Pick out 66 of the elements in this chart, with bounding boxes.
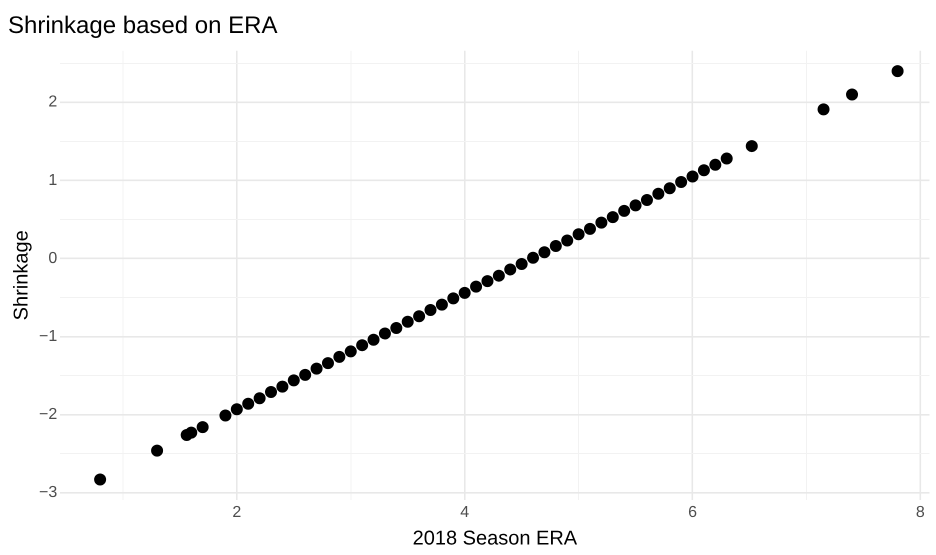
point [746,140,758,152]
point [516,258,528,270]
y-tick-label: 1 [48,172,58,189]
y-tick-label: 2 [48,94,58,111]
point [333,350,346,363]
point [709,158,722,171]
x-tick-label: 2 [232,504,242,521]
x-tick-label: 4 [460,504,470,521]
point [378,327,391,340]
point [595,216,608,229]
y-tick-label: −3 [38,484,58,502]
point [368,334,380,346]
point [561,234,574,247]
point [447,292,460,304]
point [356,339,368,352]
point [310,362,323,375]
x-tick-label: 6 [688,504,698,521]
point [276,380,288,393]
point [458,286,471,299]
point [344,345,357,358]
point [219,409,232,422]
point [818,103,830,116]
point [584,222,596,235]
point [151,444,164,457]
point [402,316,414,328]
point [675,176,688,188]
point [492,270,505,282]
point [618,204,630,217]
point [572,228,585,240]
point [242,398,254,410]
point [413,310,426,322]
point [230,403,243,416]
point [390,322,402,334]
point [686,170,699,183]
point [436,298,448,311]
point [550,240,562,252]
point [288,374,300,386]
point [538,246,550,258]
point [185,426,198,439]
point [299,368,312,381]
point [424,304,437,316]
y-tick-label: −2 [38,406,58,424]
point [481,275,494,288]
point [94,474,106,486]
y-tick-label: −1 [38,328,58,346]
point [698,164,710,176]
point [196,421,209,434]
point [527,252,540,264]
point [720,152,733,165]
point [630,199,642,212]
y-tick-label: 0 [48,250,58,267]
point [640,194,653,206]
point [470,280,482,293]
point [265,386,278,398]
point [322,357,334,370]
point [664,182,676,194]
x-axis-title: 2018 Season ERA [412,528,578,550]
point [652,188,664,200]
point [846,88,858,101]
point [254,392,266,404]
y-axis-title: Shrinkage [10,230,33,320]
point [606,211,619,224]
point [892,65,904,78]
x-tick-label: 8 [916,504,925,521]
chart-title: Shrinkage based on ERA [8,12,278,40]
point [504,263,516,276]
